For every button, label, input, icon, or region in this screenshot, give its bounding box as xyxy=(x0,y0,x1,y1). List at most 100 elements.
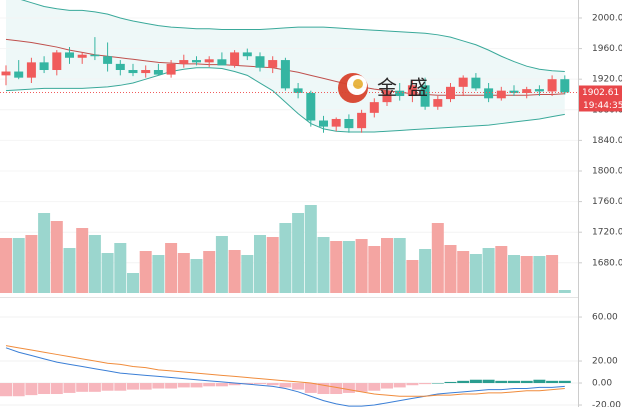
volume-bar xyxy=(495,246,508,293)
candle-body xyxy=(395,90,405,97)
macd-bar xyxy=(431,383,444,384)
volume-bar xyxy=(431,223,444,293)
candle-body xyxy=(471,77,481,89)
candle-body xyxy=(522,89,532,93)
volume-bar xyxy=(381,238,393,293)
volume-bar xyxy=(292,213,305,293)
candle-body xyxy=(26,62,36,78)
macd-bar xyxy=(520,380,533,384)
macd-bar xyxy=(139,383,152,390)
macd-bar xyxy=(101,383,114,391)
macd-bar xyxy=(457,380,470,384)
volume-bar xyxy=(355,239,368,293)
macd-panel xyxy=(0,316,578,407)
upper-band xyxy=(20,0,565,73)
macd-bar xyxy=(114,383,127,391)
volume-bar xyxy=(330,241,343,293)
volume-bar xyxy=(114,243,127,293)
candle-body xyxy=(344,118,354,129)
macd-bar xyxy=(317,383,330,395)
volume-bar xyxy=(101,253,114,293)
volume-bar xyxy=(12,238,25,293)
volume-bar xyxy=(419,249,432,293)
candle-body xyxy=(407,85,417,97)
volume-bar xyxy=(469,254,482,293)
logo xyxy=(353,79,363,89)
macd-bar xyxy=(203,383,216,387)
y-tick-label: 1840.00 xyxy=(592,136,622,146)
axis: 2000.001960.001920.001880.001840.001800.… xyxy=(578,13,622,407)
candle-body xyxy=(103,56,113,64)
volume-bar xyxy=(482,248,495,293)
volume-bar xyxy=(228,250,241,293)
volume-bar xyxy=(558,290,571,293)
volume-bar xyxy=(241,255,254,293)
price-tag xyxy=(579,85,622,99)
macd-bar xyxy=(12,383,25,397)
macd-bar xyxy=(241,383,254,385)
macd-bar xyxy=(38,383,51,395)
volume-bar xyxy=(342,241,355,293)
candle-body xyxy=(293,88,303,93)
dea-line xyxy=(5,345,565,397)
candle-body xyxy=(357,112,367,129)
volume-bar xyxy=(520,256,533,293)
macd-bar xyxy=(482,379,495,384)
candle-body xyxy=(115,63,125,71)
volume-bar xyxy=(317,237,330,293)
volume-bar xyxy=(63,248,76,293)
y-tick-label: 1800.00 xyxy=(592,166,622,176)
candle-body xyxy=(166,63,176,75)
volume-bar xyxy=(0,238,12,293)
macd-bar xyxy=(546,380,559,384)
volume-bar xyxy=(279,223,292,293)
macd-bar xyxy=(190,383,203,388)
y-tick-label: 1760.00 xyxy=(592,197,622,207)
macd-bar xyxy=(266,383,279,386)
macd-bar xyxy=(50,383,63,395)
candle-body xyxy=(77,54,87,58)
candle-body xyxy=(268,60,278,68)
candle-body xyxy=(484,88,494,99)
y-tick-label: 2000.00 xyxy=(592,13,622,23)
candle-body xyxy=(420,85,430,107)
macd-bar xyxy=(76,383,89,392)
macd-bar xyxy=(25,383,38,396)
y-tick-label: 1720.00 xyxy=(592,228,622,238)
macd-bar xyxy=(558,380,571,384)
volume-bar xyxy=(139,251,152,293)
volume-bar xyxy=(393,238,406,293)
y-tick-label: 20.00 xyxy=(592,357,618,367)
y-tick-label: 60.00 xyxy=(592,313,618,323)
volume-bar xyxy=(254,235,266,293)
volume-bar xyxy=(266,237,279,293)
candle-body xyxy=(90,54,100,57)
macd-bar xyxy=(215,383,228,387)
macd-bar xyxy=(304,383,317,393)
candle-body xyxy=(192,60,201,63)
price-panel xyxy=(0,0,578,293)
watermark: 金 盛 xyxy=(338,73,428,103)
macd-bar xyxy=(254,383,266,385)
volume-bar xyxy=(304,205,317,293)
macd-bar xyxy=(165,383,178,389)
macd-bar xyxy=(63,383,76,393)
candle-body xyxy=(331,118,341,127)
candle-body xyxy=(141,70,151,74)
volume-bar xyxy=(152,255,165,293)
macd-bar xyxy=(495,380,508,384)
candle-body xyxy=(496,90,506,99)
candle-body xyxy=(433,99,443,107)
macd-bar xyxy=(508,380,520,384)
volume-bar xyxy=(177,253,190,293)
candle-body xyxy=(534,89,544,92)
candle-body xyxy=(217,59,227,66)
macd-bar xyxy=(177,383,190,388)
volume-bar xyxy=(533,256,546,293)
volume-bar xyxy=(406,260,419,293)
candle-body xyxy=(255,56,265,68)
volume-bar xyxy=(127,273,139,293)
macd-bar xyxy=(444,381,457,384)
candle-body xyxy=(39,62,49,71)
volume-bar xyxy=(203,251,216,293)
